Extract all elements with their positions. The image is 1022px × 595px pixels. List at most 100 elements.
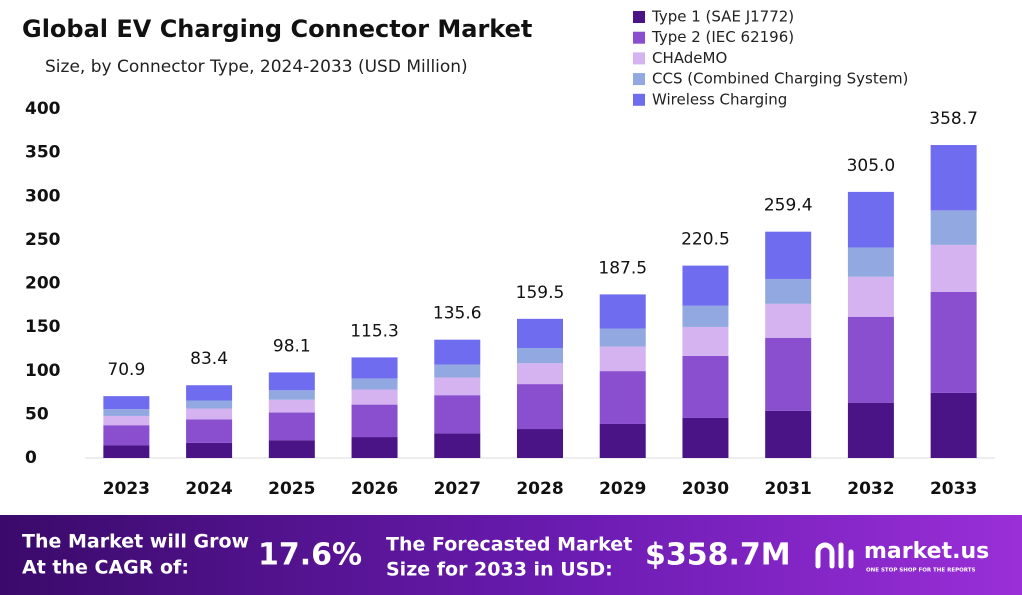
x-tick-label: 2028	[516, 479, 563, 499]
y-tick-label: 400	[25, 99, 61, 119]
x-tick-label: 2033	[930, 479, 977, 499]
x-tick-label: 2032	[847, 479, 894, 499]
bar-segment	[186, 400, 233, 409]
bar-segment	[930, 145, 977, 211]
legend-swatch	[633, 93, 645, 106]
x-tick-label: 2025	[268, 479, 315, 499]
bar-segment	[268, 412, 315, 441]
chart-subtitle: Size, by Connector Type, 2024-2033 (USD …	[45, 57, 468, 77]
total-label: 305.0	[847, 156, 896, 176]
y-tick-label: 50	[25, 404, 49, 424]
bar-segment	[930, 291, 977, 393]
bar-segment	[599, 346, 646, 372]
bar-segment	[186, 419, 233, 443]
bar-segment	[682, 355, 729, 418]
bar-segment	[682, 265, 729, 306]
bar-segment	[268, 440, 315, 458]
bar-segment	[847, 402, 894, 458]
bar-segment	[434, 364, 481, 378]
bar-segment	[103, 415, 150, 426]
forecast-label: The Forecasted Market	[386, 534, 632, 556]
bar-segment	[599, 328, 646, 347]
bar-segment	[186, 442, 233, 458]
total-label: 187.5	[598, 258, 647, 278]
bar-segment	[103, 425, 150, 446]
bar-segment	[930, 392, 977, 458]
bar-segment	[351, 357, 398, 379]
x-tick-label: 2026	[351, 479, 398, 499]
footer: The Market will Grow At the CAGR of: 17.…	[22, 531, 989, 581]
total-label: 259.4	[764, 196, 813, 216]
bar-segment	[517, 429, 563, 458]
bar-segment	[682, 417, 729, 458]
bar-segment	[847, 247, 894, 277]
bar-segment	[434, 377, 481, 396]
bar-segment	[765, 303, 812, 338]
legend-label: Wireless Charging	[652, 90, 787, 108]
legend-swatch	[633, 52, 645, 65]
bar-segment	[351, 389, 398, 405]
total-label: 220.5	[681, 230, 730, 250]
legend-swatch	[633, 31, 645, 44]
brand-name: market.us	[864, 539, 989, 564]
bar-segment	[599, 371, 646, 424]
cagr-label: At the CAGR of:	[22, 557, 189, 579]
bar-segment	[517, 363, 563, 385]
x-tick-label: 2029	[599, 479, 646, 499]
bar-segment	[517, 318, 563, 348]
chart-title: Global EV Charging Connector Market	[22, 15, 532, 43]
bar-segment	[186, 385, 233, 401]
x-tick-label: 2027	[434, 479, 481, 499]
bar-segment	[351, 404, 398, 438]
bar-segment	[765, 231, 812, 279]
legend-swatch	[633, 73, 645, 86]
bar-segment	[847, 191, 894, 248]
total-label: 70.9	[107, 360, 145, 380]
bar-segment	[765, 278, 812, 304]
legend-label: Type 2 (IEC 62196)	[651, 28, 794, 46]
total-label: 83.4	[190, 349, 228, 369]
bar-segment	[434, 395, 481, 434]
brand-logo	[815, 542, 854, 569]
bar-segment	[517, 347, 563, 364]
bar-segment	[434, 433, 481, 458]
brand-tagline: ONE STOP SHOP FOR THE REPORTS	[866, 568, 976, 574]
total-label: 98.1	[273, 336, 311, 356]
bar-segment	[103, 396, 150, 410]
total-label: 115.3	[350, 321, 399, 341]
bar-segment	[351, 378, 398, 390]
bar-segment	[765, 337, 812, 411]
y-tick-label: 200	[25, 274, 61, 294]
cagr-value: 17.6%	[258, 538, 362, 573]
cagr-label: The Market will Grow	[22, 531, 249, 553]
y-tick-label: 100	[25, 361, 61, 381]
total-label: 135.6	[433, 304, 482, 324]
forecast-label: Size for 2033 in USD:	[386, 559, 613, 581]
legend-label: Type 1 (SAE J1772)	[651, 8, 794, 26]
bar-segment	[599, 423, 646, 458]
bar-segment	[351, 437, 398, 458]
bar-segment	[599, 294, 646, 329]
bar-segment	[930, 210, 977, 245]
bar-segment	[930, 244, 977, 292]
x-tick-label: 2024	[185, 479, 232, 499]
forecast-value: $358.7M	[645, 538, 791, 573]
total-label: 358.7	[929, 109, 978, 129]
legend-label: CHAdeMO	[652, 49, 727, 67]
x-tick-label: 2031	[765, 479, 812, 499]
bar-segment	[682, 305, 729, 327]
bar-segment	[103, 409, 150, 416]
x-tick-label: 2023	[103, 479, 150, 499]
y-tick-label: 0	[25, 448, 37, 468]
legend-swatch	[633, 11, 645, 23]
x-tick-label: 2030	[682, 479, 729, 499]
bar-segment	[765, 410, 812, 458]
legend-label: CCS (Combined Charging System)	[652, 70, 908, 88]
bar-segment	[847, 316, 894, 403]
y-tick-label: 250	[25, 230, 61, 250]
y-tick-label: 300	[25, 186, 61, 206]
y-tick-label: 350	[25, 143, 61, 163]
bar-segment	[103, 445, 150, 458]
bar-segment	[268, 372, 315, 391]
